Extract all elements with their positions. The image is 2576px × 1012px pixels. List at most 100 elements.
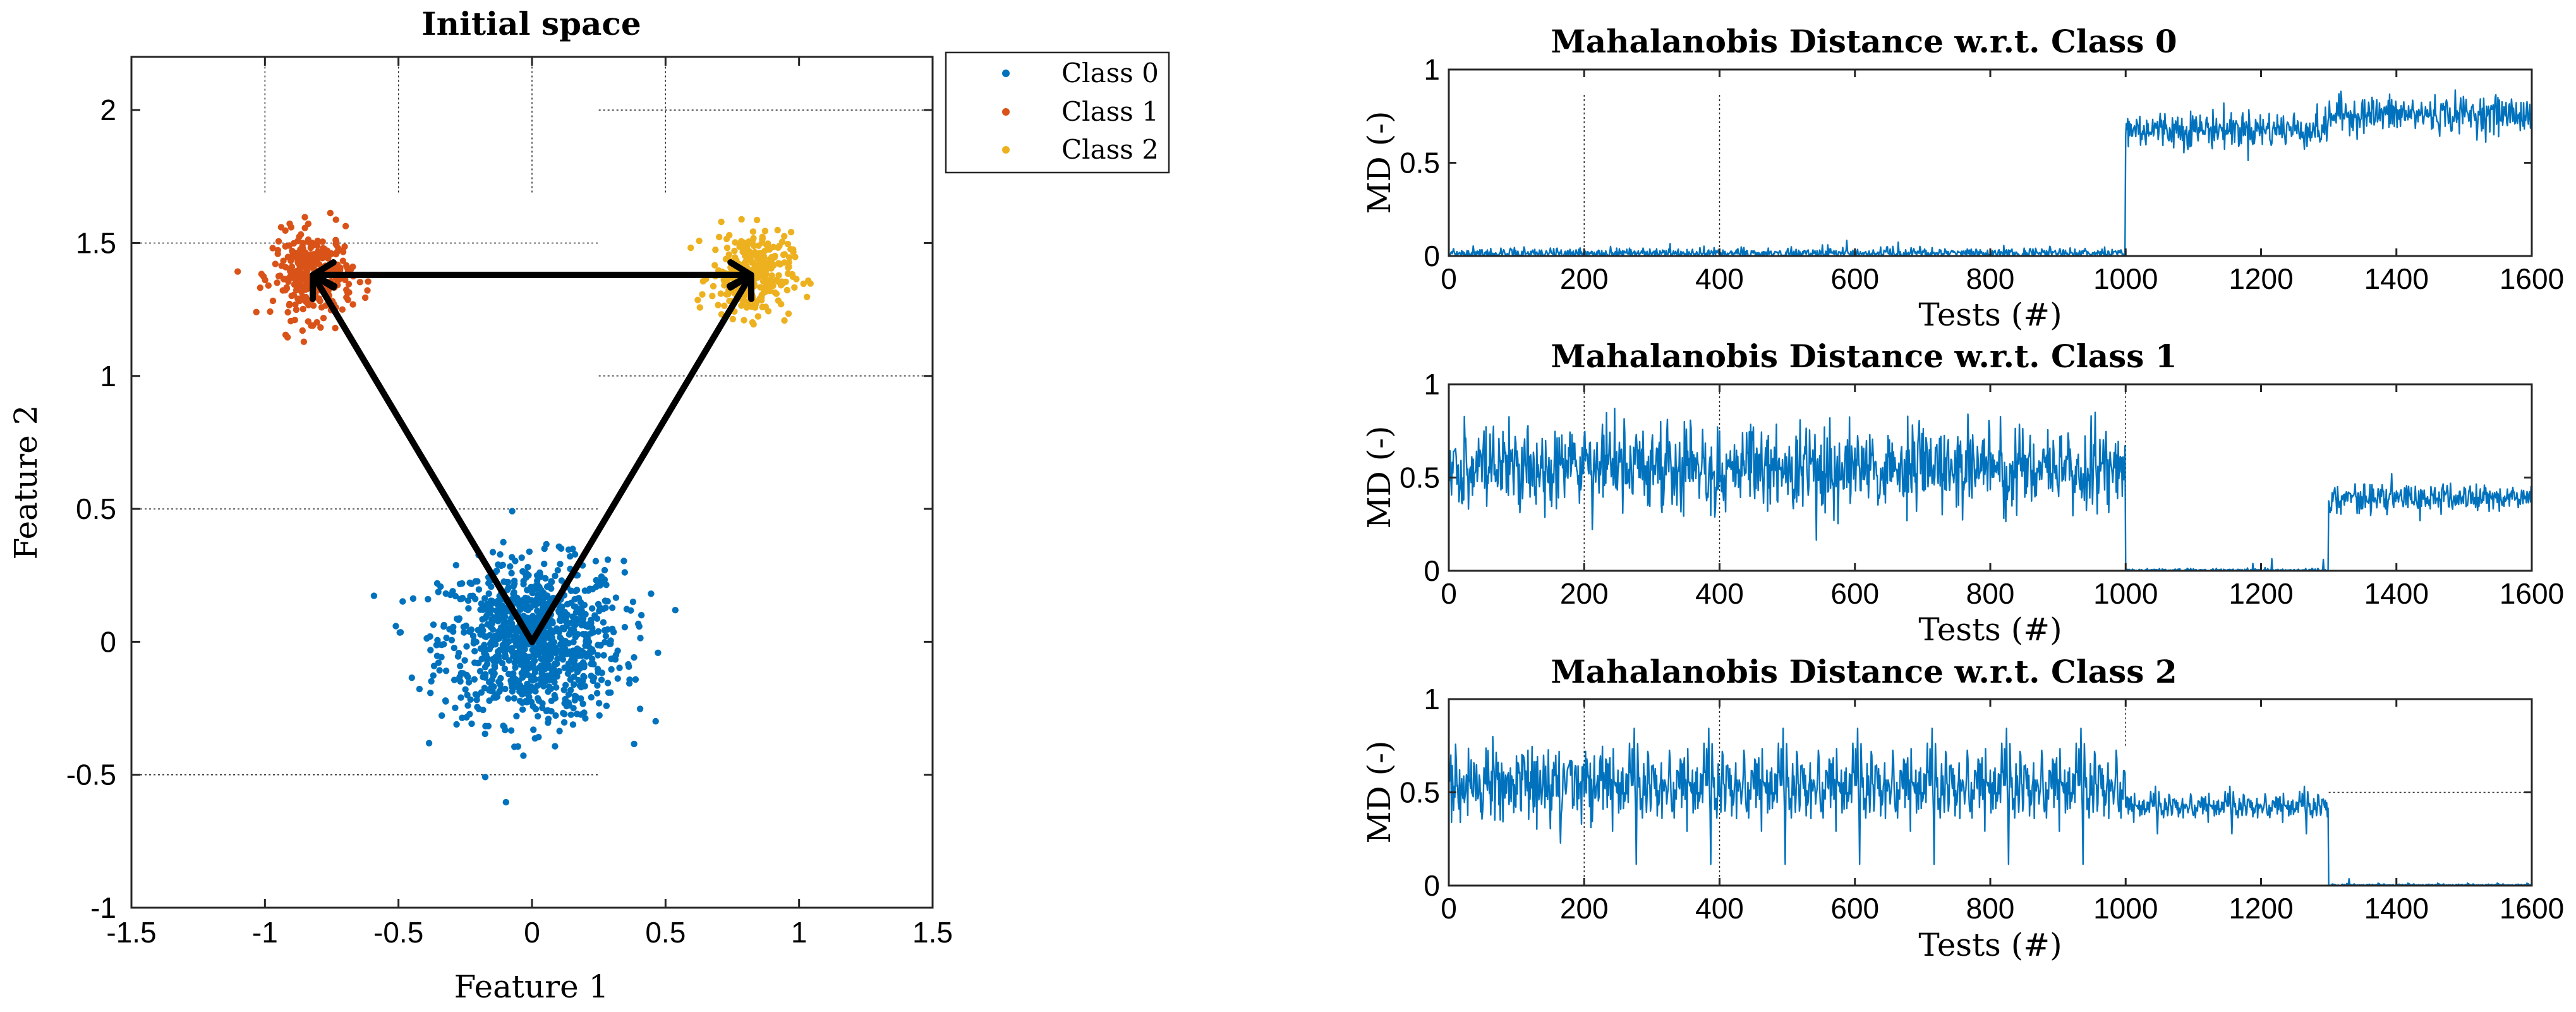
scatter-point-class-0 <box>471 648 478 655</box>
scatter-point-class-1 <box>257 284 263 291</box>
scatter-point-class-2 <box>787 246 794 253</box>
scatter-point-class-0 <box>561 710 568 717</box>
scatter-point-class-0 <box>481 647 488 654</box>
md-class-0-y-ticks: 00.51 <box>1400 53 2532 272</box>
scatter-point-class-0 <box>481 604 488 611</box>
scatter-point-class-0 <box>509 508 516 515</box>
scatter-point-class-0 <box>526 654 533 661</box>
scatter-point-class-0 <box>425 740 433 747</box>
scatter-point-class-0 <box>464 692 471 698</box>
scatter-point-class-1 <box>286 220 293 228</box>
scatter-point-class-0 <box>519 706 526 713</box>
scatter-point-class-0 <box>485 590 492 597</box>
scatter-point-class-0 <box>672 607 679 614</box>
scatter-point-class-0 <box>587 630 595 637</box>
l1-x-tick-label: 1400 <box>2364 577 2429 610</box>
scatter-point-class-0 <box>543 659 550 666</box>
scatter-point-class-2 <box>759 303 766 310</box>
l0-x-tick-label: 400 <box>1695 262 1744 295</box>
scatter-point-class-0 <box>626 663 632 670</box>
scatter-point-class-0 <box>518 669 525 677</box>
scatter-point-class-1 <box>282 243 289 250</box>
scatter-point-class-2 <box>715 302 722 308</box>
scatter-point-class-0 <box>582 715 589 722</box>
scatter-point-class-2 <box>768 265 775 272</box>
scatter-point-class-0 <box>612 656 619 663</box>
scatter-point-class-2 <box>721 302 728 309</box>
scatter-x-tick-label: -1.5 <box>106 916 156 949</box>
scatter-point-class-0 <box>505 657 512 664</box>
md-class-2-x-ticks: 0 200 400 600 800 1000 1200 1400 1600 <box>1441 699 2564 925</box>
scatter-point-class-1 <box>293 306 300 314</box>
scatter-point-class-0 <box>468 720 475 728</box>
scatter-point-class-1 <box>294 270 301 277</box>
md-class-2-title: Mahalanobis Distance w.r.t. Class 2 <box>1551 653 2177 690</box>
scatter-points <box>234 209 814 806</box>
scatter-point-class-0 <box>594 682 601 689</box>
scatter-point-class-0 <box>487 609 493 616</box>
scatter-point-class-0 <box>476 668 484 675</box>
scatter-point-class-0 <box>631 740 638 748</box>
scatter-y-ticks: -1 -0.5 0 0.5 1 1.5 2 <box>66 94 933 924</box>
scatter-point-class-0 <box>534 607 541 614</box>
scatter-axes-frame <box>130 56 934 909</box>
scatter-grid <box>131 57 933 776</box>
scatter-point-class-0 <box>548 671 555 678</box>
scatter-point-class-0 <box>481 774 489 781</box>
scatter-point-class-1 <box>300 338 308 345</box>
scatter-point-class-0 <box>575 676 582 684</box>
scatter-point-class-1 <box>343 286 350 293</box>
scatter-point-class-1 <box>289 247 296 255</box>
scatter-point-class-0 <box>545 719 552 726</box>
scatter-point-class-0 <box>552 743 559 750</box>
scatter-point-class-0 <box>544 592 551 599</box>
scatter-point-class-2 <box>787 229 795 236</box>
scatter-point-class-2 <box>709 293 716 300</box>
scatter-point-class-0 <box>517 649 524 656</box>
scatter-point-class-0 <box>457 662 464 669</box>
scatter-point-class-2 <box>712 247 719 253</box>
scatter-point-class-2 <box>782 278 789 285</box>
scatter-point-class-1 <box>349 301 356 308</box>
l0-x-tick-label: 200 <box>1560 262 1609 295</box>
scatter-point-class-0 <box>572 693 579 700</box>
scatter-point-class-1 <box>309 322 317 329</box>
scatter-point-class-1 <box>342 276 349 283</box>
scatter-point-class-0 <box>462 686 469 693</box>
scatter-point-class-1 <box>274 247 281 253</box>
scatter-point-class-0 <box>452 562 459 569</box>
scatter-point-class-0 <box>655 649 662 657</box>
scatter-point-class-0 <box>508 570 515 576</box>
scatter-point-class-0 <box>652 717 659 725</box>
scatter-x-tick-label: -1 <box>252 916 278 949</box>
scatter-point-class-0 <box>603 582 610 588</box>
scatter-point-class-2 <box>805 277 812 284</box>
scatter-point-class-0 <box>457 595 464 602</box>
scatter-point-class-2 <box>699 291 706 298</box>
scatter-point-class-0 <box>529 703 536 710</box>
scatter-point-class-0 <box>539 700 546 707</box>
scatter-point-class-2 <box>804 293 811 300</box>
scatter-point-class-0 <box>602 633 610 640</box>
scatter-point-class-2 <box>785 254 793 261</box>
scatter-point-class-0 <box>596 712 603 719</box>
scatter-point-class-0 <box>545 688 552 695</box>
scatter-point-class-1 <box>287 257 294 264</box>
scatter-point-class-0 <box>600 619 607 626</box>
scatter-point-class-0 <box>505 695 512 702</box>
scatter-point-class-0 <box>438 712 445 719</box>
l0-y-tick-label: 0 <box>1424 240 1440 272</box>
legend-entry-class-2: Class 2 <box>1002 134 1159 165</box>
scatter-point-class-2 <box>784 270 792 277</box>
scatter-point-class-0 <box>601 626 608 634</box>
l2-x-tick-label: 600 <box>1830 892 1879 925</box>
scatter-point-class-1 <box>284 308 291 316</box>
scatter-point-class-0 <box>596 607 603 614</box>
scatter-point-class-0 <box>453 721 460 728</box>
scatter-point-class-0 <box>472 691 479 698</box>
scatter-point-class-0 <box>427 647 434 654</box>
scatter-ylabel: Feature 2 <box>8 405 44 560</box>
scatter-point-class-0 <box>554 567 561 574</box>
scatter-point-class-2 <box>774 226 781 234</box>
scatter-point-class-0 <box>636 623 643 630</box>
